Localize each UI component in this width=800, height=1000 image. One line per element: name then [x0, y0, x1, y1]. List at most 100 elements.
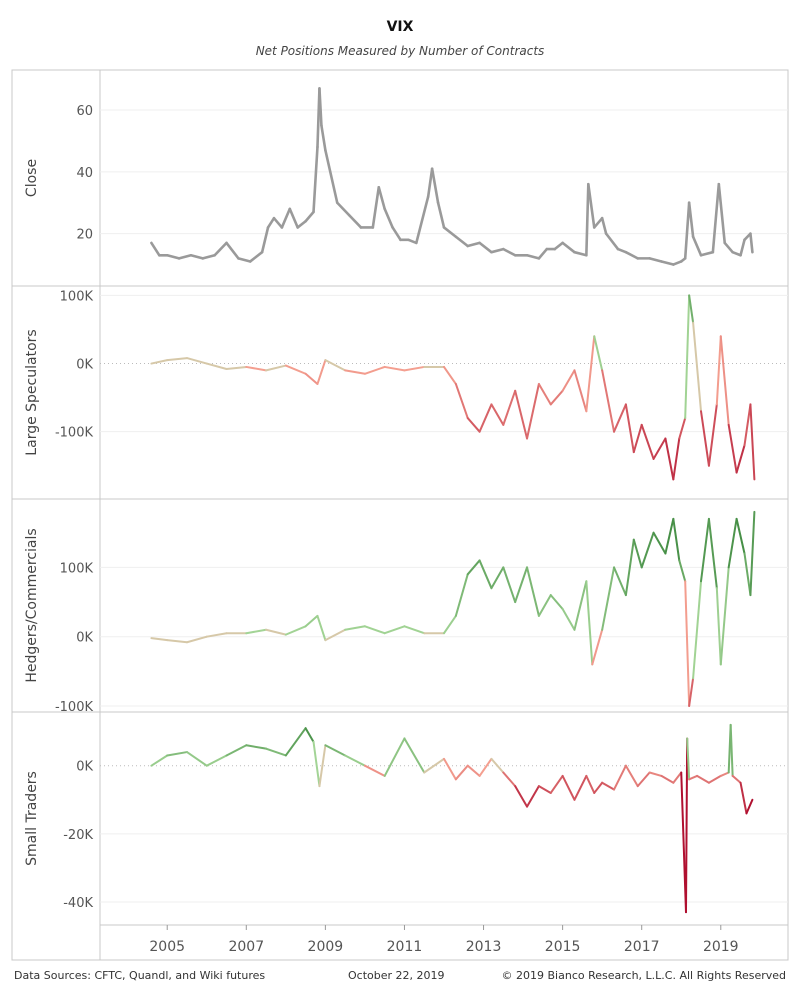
- panel-4-segment: [403, 737, 426, 774]
- panel-2-segment: [743, 403, 752, 447]
- panel-1-segment: [537, 247, 549, 260]
- x-tick-label: 2011: [387, 939, 423, 955]
- panel-1-segment: [731, 250, 742, 257]
- panel-4-segment: [688, 774, 699, 781]
- panel-2-segment: [692, 321, 703, 413]
- panel-2-segment: [443, 365, 457, 385]
- panel-2-segment: [624, 403, 635, 454]
- panel-1-segment: [177, 253, 193, 260]
- panel-3-segment: [478, 559, 493, 590]
- panel-1-segment: [466, 241, 481, 248]
- panel-1-segment: [377, 185, 386, 211]
- y-tick-label: 0K: [76, 760, 93, 775]
- footer-data-sources: Data Sources: CFTC, Quandl, and Wiki fut…: [14, 969, 266, 982]
- panel-2-segment: [454, 382, 469, 420]
- y-tick-label: 60: [76, 104, 93, 119]
- panel-1-segment: [371, 185, 381, 229]
- y-tick-label: -20K: [63, 828, 93, 843]
- panel-1-segment: [561, 241, 576, 254]
- panel-1-segment: [502, 247, 517, 257]
- panel-3-segment: [265, 628, 287, 636]
- panel-4-segment: [185, 751, 208, 767]
- panel-4-segment: [585, 774, 596, 794]
- panel-1-segment: [454, 235, 470, 248]
- panel-3-segment: [284, 625, 307, 636]
- panel-1-segment: [260, 226, 270, 254]
- panel-1-segment: [525, 253, 541, 260]
- panel-3-segment: [466, 559, 481, 576]
- y-tick-label: -100K: [55, 700, 94, 715]
- panel-1-segment: [604, 232, 620, 251]
- panel-4-segment: [466, 764, 481, 777]
- panel-1-segment: [553, 241, 564, 251]
- panel-1-segment: [320, 124, 327, 152]
- panel-2-segment: [316, 359, 327, 385]
- panel-1-segment: [691, 235, 703, 257]
- panel-2-segment: [632, 423, 643, 454]
- panel-4-segment: [707, 774, 722, 784]
- panel-4-segment: [245, 744, 268, 750]
- y-tick-label: 20: [76, 228, 93, 243]
- panel-1-segment: [391, 226, 402, 242]
- panel-1-segment: [189, 253, 205, 260]
- panel-4-segment: [225, 744, 248, 757]
- panel-1-segment: [717, 182, 727, 245]
- panel-4-segment: [324, 744, 347, 757]
- panel-2-segment: [304, 372, 319, 385]
- panel-1-segment: [280, 207, 292, 229]
- panel-4-segment: [284, 727, 307, 757]
- panel-4-segment: [745, 798, 754, 815]
- panel-1-segment: [288, 207, 300, 229]
- panel-1-segment: [318, 87, 323, 127]
- panel-4-segment: [561, 774, 576, 801]
- panel-1-segment: [699, 250, 715, 257]
- panel-1-segment: [672, 260, 683, 266]
- panel-3-segment: [640, 531, 655, 569]
- panel-4-segment: [363, 764, 386, 777]
- panel-4-segment: [318, 744, 327, 788]
- panel-3-segment: [632, 538, 643, 569]
- panel-3-segment: [324, 628, 347, 642]
- panel-2-segment: [245, 365, 268, 372]
- panel-1-segment: [347, 213, 363, 229]
- panel-2-segment: [478, 403, 493, 433]
- panel-2-segment: [561, 369, 576, 392]
- panel-1-segment: [478, 241, 493, 254]
- x-tick-label: 2013: [466, 939, 502, 955]
- panel-3-segment: [403, 625, 426, 635]
- panel-3-segment: [749, 510, 756, 597]
- panel-2-segment: [205, 362, 228, 370]
- panel-1-segment: [592, 216, 604, 229]
- panel-4-segment: [684, 737, 689, 914]
- panel-4-segment: [549, 774, 564, 794]
- panel-2-segment: [727, 423, 738, 474]
- panel-3-segment: [688, 677, 695, 707]
- chart-subtitle: Net Positions Measured by Number of Cont…: [255, 44, 545, 58]
- panel-3-segment: [526, 566, 540, 617]
- chart-frame: [11, 69, 789, 961]
- panel-2-segment: [344, 369, 366, 375]
- panel-4-segment: [648, 771, 663, 777]
- panel-1-segment: [648, 257, 663, 263]
- panel-2-segment: [700, 410, 710, 467]
- panel-4-segment: [205, 754, 228, 767]
- panel-3-segment: [344, 625, 366, 631]
- panel-3-segment: [700, 517, 710, 583]
- panel-1-segment: [616, 247, 628, 254]
- panel-3-ylabel: Hedgers/Commercials: [24, 528, 40, 682]
- y-tick-label: 0K: [76, 631, 93, 646]
- panel-4-segment: [423, 757, 445, 774]
- panel-2-segment: [502, 389, 517, 426]
- panel-1-segment: [723, 241, 734, 254]
- panel-1-segment: [442, 226, 458, 239]
- panel-1-segment: [490, 247, 505, 254]
- panel-3-segment: [316, 614, 327, 642]
- panel-3-segment: [573, 580, 588, 631]
- x-tick-label: 2005: [149, 939, 185, 955]
- panel-3-segment: [684, 580, 691, 707]
- x-tick-label: 2007: [228, 939, 264, 955]
- panel-4-segment: [383, 737, 406, 777]
- panel-1-segment: [436, 201, 446, 229]
- panel-4-segment: [672, 771, 683, 784]
